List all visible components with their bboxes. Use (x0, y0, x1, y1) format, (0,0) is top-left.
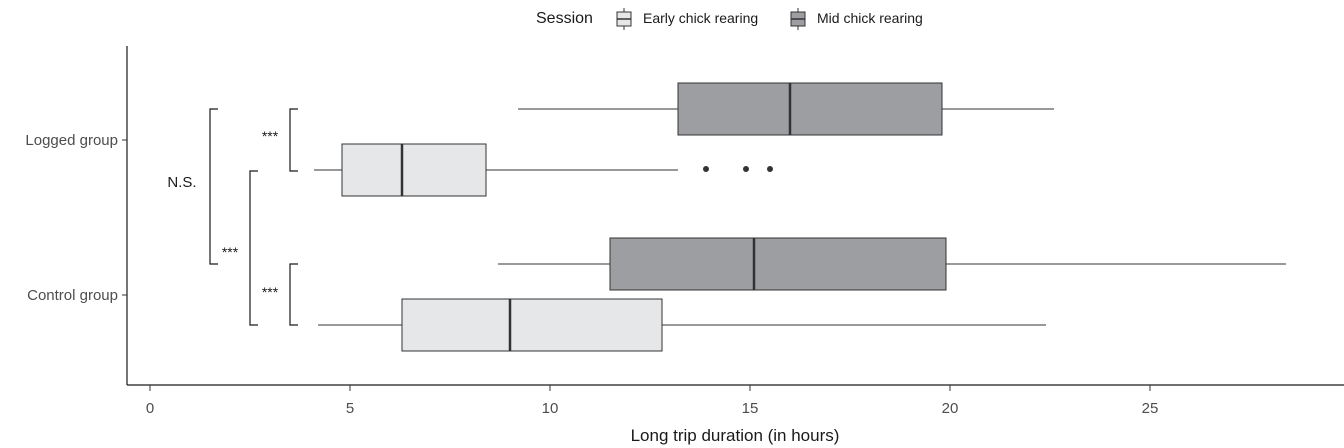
significance-brackets: *** *** N.S. *** (167, 108, 298, 326)
legend-key-mid-chick-rearing (790, 8, 806, 30)
x-axis-title: Long trip duration (in hours) (631, 426, 840, 445)
annotation-mid-groups: N.S. (167, 174, 196, 191)
outlier-early-chick-rearing-logged-group-1 (743, 166, 749, 172)
bracket-early-groups (249, 170, 258, 326)
legend-label-mid-chick-rearing: Mid chick rearing (817, 10, 923, 26)
x-tick-label-5: 5 (346, 400, 354, 417)
legend-key-early-chick-rearing (616, 8, 632, 30)
x-tick-label-25: 25 (1142, 400, 1159, 417)
x-tick-label-0: 0 (146, 400, 154, 417)
bracket-mid-groups (209, 108, 218, 265)
box-mid-chick-rearing-logged-group (518, 82, 1054, 136)
legend-label-early-chick-rearing: Early chick rearing (643, 10, 758, 26)
legend-title: Session (536, 10, 593, 27)
box-mid-chick-rearing-control-group (498, 237, 1286, 291)
iqr-box-early-chick-rearing-control-group (401, 298, 663, 352)
annotation-control-sessions: *** (262, 284, 279, 300)
outlier-early-chick-rearing-logged-group-0 (703, 166, 709, 172)
y-tick-label-control-group: Control group (27, 287, 118, 304)
x-tick-label-15: 15 (742, 400, 759, 417)
y-tick-label-logged-group: Logged group (25, 132, 118, 149)
annotation-early-groups: *** (222, 244, 239, 260)
box-early-chick-rearing-control-group (318, 298, 1046, 352)
bracket-control-sessions (289, 263, 298, 326)
iqr-box-mid-chick-rearing-logged-group (677, 82, 943, 136)
iqr-box-early-chick-rearing-logged-group (341, 143, 487, 197)
x-tick-label-10: 10 (542, 400, 559, 417)
legend: Session Early chick rearing Mid chick re… (536, 8, 923, 30)
x-axis-ticks: 0 5 10 15 20 25 (146, 385, 1159, 417)
box-series (314, 82, 1286, 352)
bracket-logged-sessions (289, 108, 298, 172)
outlier-early-chick-rearing-logged-group-2 (767, 166, 773, 172)
annotation-logged-sessions: *** (262, 128, 279, 144)
x-tick-label-20: 20 (942, 400, 959, 417)
box-early-chick-rearing-logged-group (314, 143, 773, 197)
iqr-box-mid-chick-rearing-control-group (609, 237, 947, 291)
